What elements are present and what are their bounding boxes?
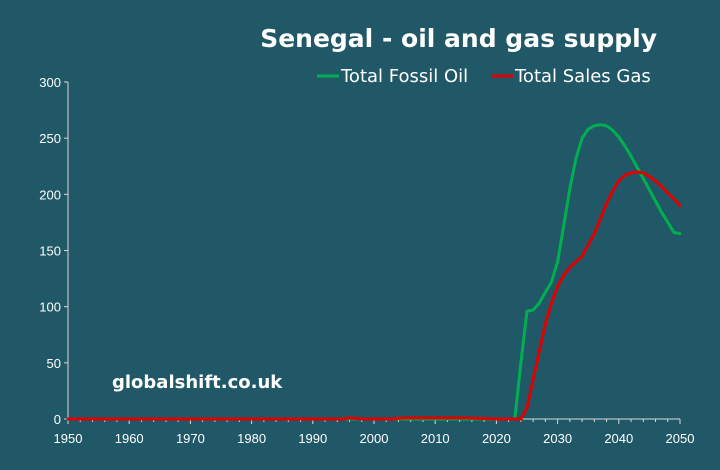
legend: Total Fossil Oil Total Sales Gas	[317, 66, 651, 87]
x-tick-label: 1960	[115, 431, 144, 446]
legend-label-gas: Total Sales Gas	[514, 66, 651, 87]
x-tick-label: 1980	[237, 431, 266, 446]
x-tick-label: 2050	[666, 431, 695, 446]
y-tick-label: 0	[54, 412, 61, 427]
x-tick-label: 1950	[54, 431, 83, 446]
y-tick-label: 150	[39, 244, 61, 259]
x-tick-label: 2030	[543, 431, 572, 446]
y-axis-ticks: 0 50 100 150 200 250 300	[39, 75, 68, 427]
x-tick-label: 1990	[298, 431, 327, 446]
x-axis-ticks: 1950 1960 1970 1980 1990 2000 2010 2020 2030 2040…	[54, 419, 695, 446]
x-tick-label: 2020	[482, 431, 511, 446]
y-tick-label: 300	[39, 75, 61, 90]
y-tick-label: 100	[39, 300, 61, 315]
x-tick-label: 2000	[360, 431, 389, 446]
x-tick-label: 2040	[604, 431, 633, 446]
x-tick-label: 1970	[176, 431, 205, 446]
series-line-total-sales-gas	[66, 170, 682, 421]
y-tick-label: 200	[39, 187, 61, 202]
chart-title: Senegal - oil and gas supply	[260, 24, 657, 53]
y-tick-label: 50	[47, 356, 61, 371]
legend-label-oil: Total Fossil Oil	[340, 66, 468, 87]
x-tick-label: 2010	[421, 431, 450, 446]
watermark: globalshift.co.uk	[112, 372, 283, 393]
y-tick-label: 250	[39, 131, 61, 146]
series-line-total-fossil-oil	[66, 123, 682, 421]
series-layer	[66, 123, 682, 421]
